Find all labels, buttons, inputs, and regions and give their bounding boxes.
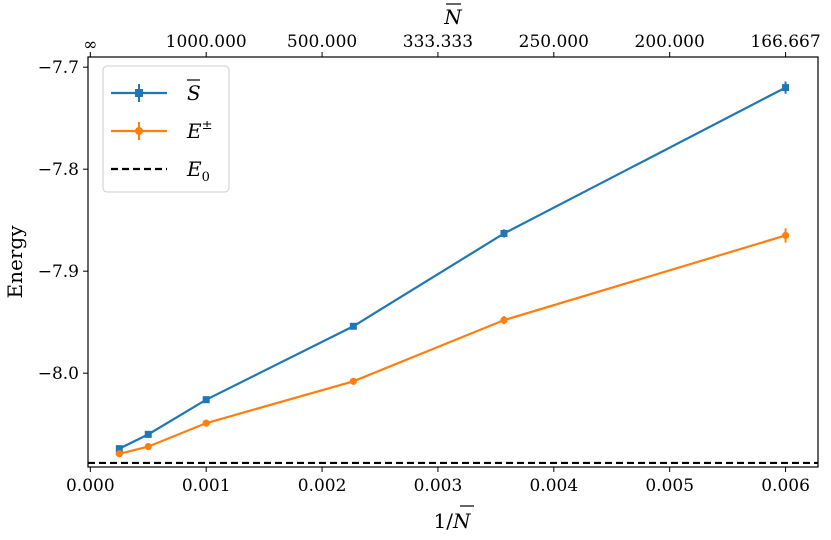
x-tick-label: 0.002 — [298, 476, 347, 496]
top-tick-label: 333.333 — [403, 32, 473, 52]
series-1-point — [781, 231, 790, 240]
series-0-point — [500, 229, 508, 237]
top-tick-label: 1000.000 — [166, 32, 247, 52]
series-0-point — [202, 396, 210, 404]
axis-ticks: 0.000 0.001 0.002 0.003 0.004 0.005 0.006 ∞ 1000… — [38, 32, 821, 496]
series-1-line — [119, 234, 786, 455]
top-tick-label: 200.000 — [635, 32, 705, 52]
x-tick-label: 0.004 — [529, 476, 578, 496]
series-1-point — [202, 419, 210, 427]
series-0-point — [115, 445, 123, 453]
x-tick-label: 0.005 — [645, 476, 694, 496]
series-1-point — [500, 316, 508, 324]
plot-area — [88, 81, 818, 465]
x-tick-label: 0.001 — [182, 476, 231, 496]
legend-box — [102, 65, 230, 193]
top-tick-label: 500.000 — [287, 32, 357, 52]
y-axis-label: Energy — [3, 225, 27, 299]
legend-marker-epm — [135, 127, 143, 135]
legend-label-s: S — [187, 81, 201, 105]
x-tick-label: 0.003 — [414, 476, 463, 496]
top-tick-label: 250.000 — [519, 32, 589, 52]
series-0-point — [782, 84, 790, 92]
top-tick-label: ∞ — [83, 35, 97, 55]
series-0-point — [144, 430, 152, 438]
top-axis-label: N — [443, 5, 463, 29]
series-1-point — [115, 450, 123, 458]
series-1-point — [144, 443, 152, 451]
legend-item-s: S — [111, 79, 201, 105]
legend: S E± E0 — [102, 65, 230, 193]
x-tick-label: 0.006 — [761, 476, 810, 496]
x-axis-label: 1/N — [434, 509, 472, 533]
y-tick-label: −8.0 — [38, 364, 79, 384]
x-tick-label: 0.000 — [66, 476, 115, 496]
y-tick-label: −7.8 — [38, 160, 79, 180]
y-tick-label: −7.7 — [38, 58, 79, 78]
top-tick-label: 166.667 — [750, 32, 820, 52]
series-0-line — [118, 86, 787, 450]
legend-marker-s — [135, 89, 143, 97]
y-tick-label: −7.9 — [38, 262, 79, 282]
series-0-point — [349, 322, 357, 330]
axes-frame — [87, 56, 819, 468]
series-1-point — [349, 377, 357, 385]
